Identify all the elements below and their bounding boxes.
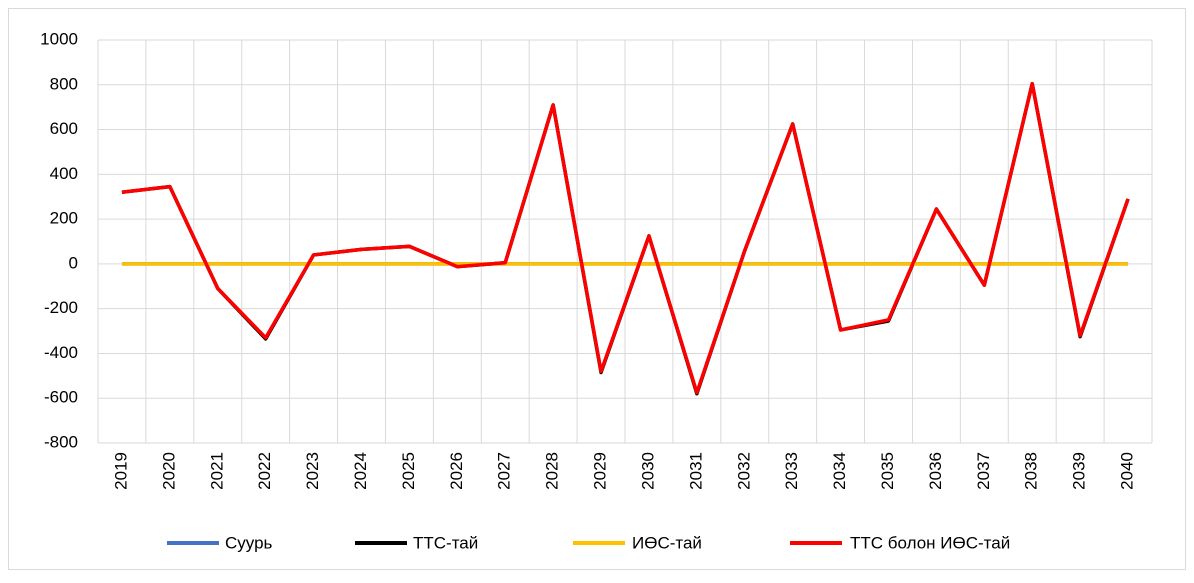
series-line: [121, 81, 1130, 395]
chart-border: [8, 8, 1186, 570]
x-tick-label: 2020: [159, 452, 178, 490]
y-tick-label: -800: [44, 432, 78, 451]
x-tick-label: 2032: [734, 452, 753, 490]
x-tick-label: 2028: [543, 452, 562, 490]
y-tick-label: -400: [44, 343, 78, 362]
x-tick-label: 2019: [111, 452, 130, 490]
x-tick-label: 2027: [495, 452, 514, 490]
x-tick-label: 2040: [1118, 452, 1137, 490]
x-tick-label: 2037: [974, 452, 993, 490]
x-tick-label: 2023: [303, 452, 322, 490]
x-tick-label: 2035: [878, 452, 897, 490]
x-tick-label: 2022: [255, 452, 274, 490]
x-tick-label: 2033: [782, 452, 801, 490]
legend-label: ТТС-тай: [413, 533, 478, 552]
x-tick-label: 2026: [447, 452, 466, 490]
y-tick-label: -600: [44, 388, 78, 407]
y-tick-label: -200: [44, 298, 78, 317]
y-tick-label: 800: [50, 74, 78, 93]
y-tick-label: 200: [50, 209, 78, 228]
x-tick-label: 2021: [207, 452, 226, 490]
x-tick-label: 2039: [1070, 452, 1089, 490]
legend-label: ИӨС-тай: [632, 533, 702, 552]
y-tick-label: 600: [50, 119, 78, 138]
x-tick-label: 2024: [351, 452, 370, 490]
x-tick-label: 2025: [399, 452, 418, 490]
y-tick-label: 1000: [40, 29, 78, 48]
x-tick-label: 2036: [926, 452, 945, 490]
y-tick-label: 0: [69, 253, 78, 272]
x-tick-label: 2029: [591, 452, 610, 490]
legend-label: Суурь: [225, 533, 273, 552]
legend-label: ТТС болон ИӨС-тай: [850, 533, 1010, 552]
x-tick-label: 2034: [830, 452, 849, 490]
x-tick-label: 2038: [1022, 452, 1041, 490]
x-tick-label: 2031: [686, 452, 705, 490]
y-tick-label: 400: [50, 164, 78, 183]
x-tick-label: 2030: [638, 452, 657, 490]
